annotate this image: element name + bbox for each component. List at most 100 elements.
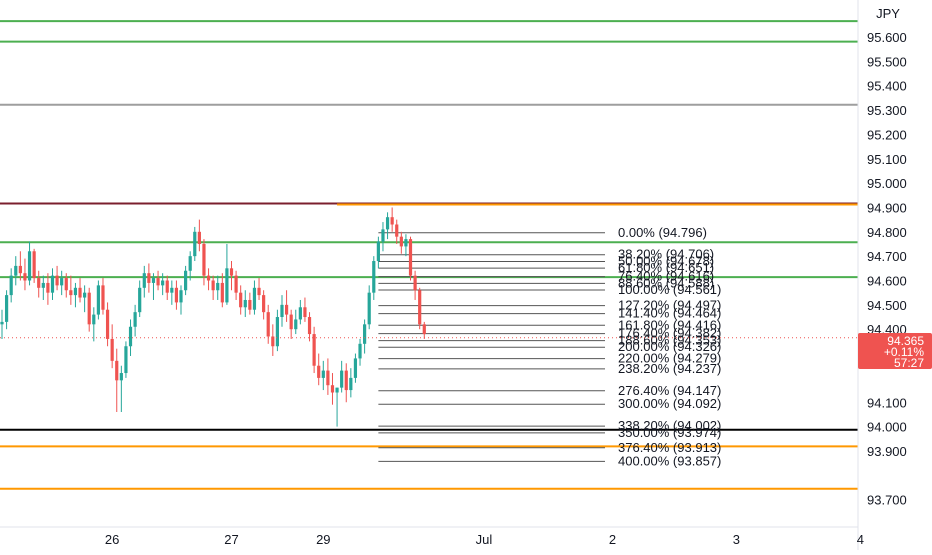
candle-49 [225,243,229,305]
candle-body [165,280,169,293]
candle-8 [37,270,41,298]
price-tick-label: 94.500 [867,298,907,313]
candle-18 [83,285,87,313]
candle-body [133,312,137,327]
candle-body [78,287,82,298]
time-tick-label: 3 [733,532,740,547]
candle-30 [138,280,142,318]
candle-body [381,229,385,242]
candle-body [252,287,257,310]
fib-level-label-8: 141.40% (94.464) [618,306,721,321]
candle-65 [298,299,302,325]
candle-57 [262,290,266,320]
candle-body [234,275,238,293]
candle-body [60,278,64,286]
candle-2 [9,268,13,303]
time-tick-label: 29 [316,532,330,547]
candle-35 [161,273,165,296]
candle-82 [376,236,380,269]
candle-body [317,365,321,378]
candle-55 [252,280,257,315]
candle-26 [119,365,123,412]
candle-body [87,292,91,325]
candle-92 [422,321,426,339]
candle-78 [358,338,362,366]
candle-85 [390,207,394,232]
candle-87 [399,231,403,254]
fib-level-label-12: 200.00% (94.326) [618,339,721,354]
candle-body [138,287,142,313]
candle-74 [340,360,344,393]
fib-level-label-3: 61.80% (94.651) [618,260,714,275]
candle-75 [344,363,348,403]
candle-16 [73,282,78,308]
candle-38 [174,280,179,310]
candle-body [372,261,376,293]
candle-body [385,217,390,230]
candle-body [363,324,367,344]
candle-1 [4,290,9,330]
candle-body [27,251,32,281]
candle-body [284,304,289,315]
candle-body [275,317,279,347]
candle-34 [156,270,160,291]
candle-body [248,299,252,310]
candle-body [220,282,224,303]
candle-21 [96,280,100,320]
candle-body [330,385,335,393]
price-tick-label: 95.300 [867,103,907,118]
candle-29 [133,304,137,337]
candle-body [50,275,55,293]
currency-label: JPY [876,6,900,21]
price-tick-label: 95.600 [867,30,907,45]
price-tick-label: 95.100 [867,152,907,167]
candle-body [312,334,316,366]
candle-61 [280,295,284,327]
candle-11 [50,268,55,300]
time-axis[interactable]: 26 27 29 Jul 2 3 4 [105,532,864,547]
candle-81 [372,256,376,300]
candle-body [119,373,123,381]
candle-body [156,278,160,286]
candle-14 [64,273,68,298]
candle-body [161,280,165,286]
candle-90 [413,270,417,300]
candle-body [101,285,105,310]
candle-body [37,278,41,288]
price-tick-label: 93.700 [867,493,907,508]
price-tick-label: 94.700 [867,249,907,264]
candle-56 [257,278,261,300]
candle-42 [193,226,197,262]
candle-body [395,224,399,237]
candle-41 [188,251,192,281]
candle-body [262,295,266,313]
candle-body [358,343,362,359]
price-tick-label: 94.900 [867,200,907,215]
candle-body [294,319,298,330]
candle-body [124,346,128,374]
time-tick-label: 2 [609,532,616,547]
candle-body [64,278,68,291]
candle-body [197,231,201,244]
price-tick-label: 95.000 [867,176,907,191]
time-tick-label: Jul [476,532,493,547]
candle-25 [115,348,119,412]
candle-body [96,285,100,315]
fib-level-label-6: 100.00% (94.561) [618,282,721,297]
fib-level-label-13: 220.00% (94.279) [618,351,721,366]
candle-36 [165,275,169,300]
time-tick-label: 4 [857,532,864,547]
price-tick-label: 95.200 [867,127,907,142]
candle-body [105,309,110,339]
candle-body [9,275,13,296]
current-price-tag: 94.365 +0.11% 57:27 [858,333,932,370]
candle-59 [271,324,275,356]
candle-10 [46,273,50,305]
candle-body [243,299,247,308]
candle-12 [55,265,59,291]
candle-50 [229,261,234,291]
fib-level-label-2: 50.00% (94.678) [618,254,714,269]
